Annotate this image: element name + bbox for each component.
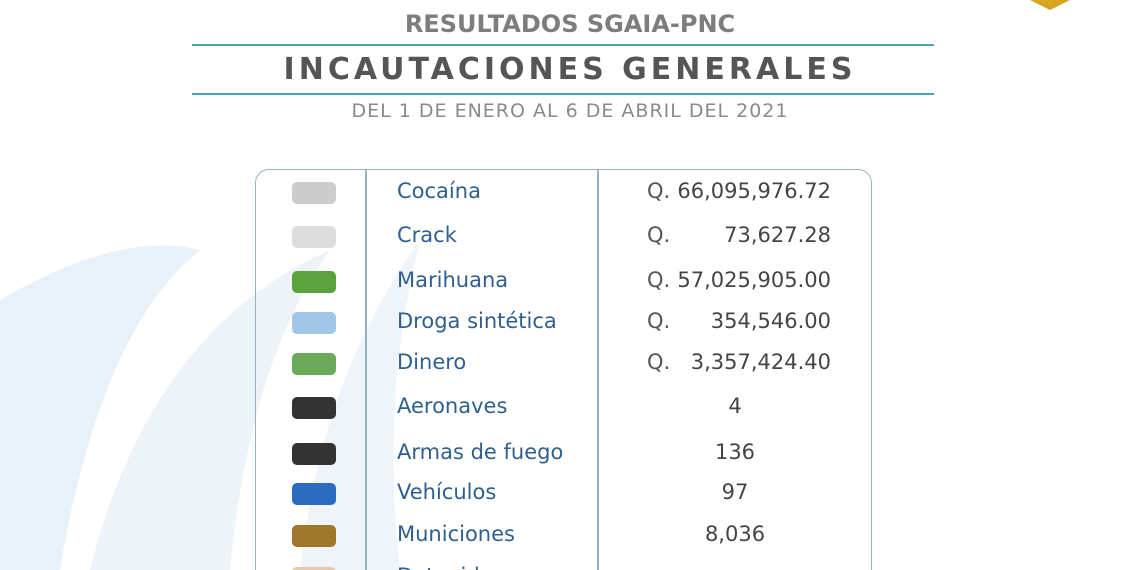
row-count: 136: [714, 440, 756, 464]
divider: [192, 93, 934, 95]
row-currency: Q.: [647, 179, 671, 203]
title: RESULTADOS SGAIA-PNC: [404, 10, 736, 38]
row-amount: 354,546.00: [710, 309, 831, 333]
row-icon: [292, 443, 336, 465]
row-icon: [292, 567, 336, 570]
row-label: Marihuana: [397, 268, 509, 292]
row-icon: [292, 353, 336, 375]
period: DEL 1 DE ENERO AL 6 DE ABRIL DEL 2021: [351, 100, 789, 122]
row-amount: 73,627.28: [724, 223, 831, 247]
heading: INCAUTACIONES GENERALES: [283, 52, 857, 87]
row-count: 4: [728, 394, 742, 418]
row-icon: [292, 271, 336, 293]
row-count: 97: [721, 480, 749, 504]
column-divider: [365, 170, 367, 570]
table-frame: [255, 169, 872, 570]
row-icon: [292, 397, 336, 419]
row-label: Cocaína: [397, 179, 481, 203]
row-label: Armas de fuego: [397, 440, 564, 464]
row-label: Aeronaves: [397, 394, 508, 418]
row-icon: [292, 525, 336, 547]
row-currency: Q.: [647, 350, 671, 374]
row-label: Vehículos: [397, 480, 497, 504]
divider: [192, 44, 934, 46]
row-currency: Q.: [647, 309, 671, 333]
row-label: Dinero: [397, 350, 467, 374]
row-label: Detenidos: [397, 564, 504, 570]
row-icon: [292, 182, 336, 204]
row-amount: 66,095,976.72: [677, 179, 831, 203]
row-icon: [292, 483, 336, 505]
row-label: Droga sintética: [397, 309, 557, 333]
row-icon: [292, 226, 336, 248]
row-currency: Q.: [647, 223, 671, 247]
row-currency: Q.: [647, 268, 671, 292]
row-count: 8,036: [704, 522, 766, 546]
row-label: Crack: [397, 223, 457, 247]
row-amount: 3,357,424.40: [690, 350, 831, 374]
column-divider: [597, 170, 599, 570]
row-icon: [292, 312, 336, 334]
row-amount: 57,025,905.00: [677, 268, 831, 292]
row-label: Municiones: [397, 522, 515, 546]
